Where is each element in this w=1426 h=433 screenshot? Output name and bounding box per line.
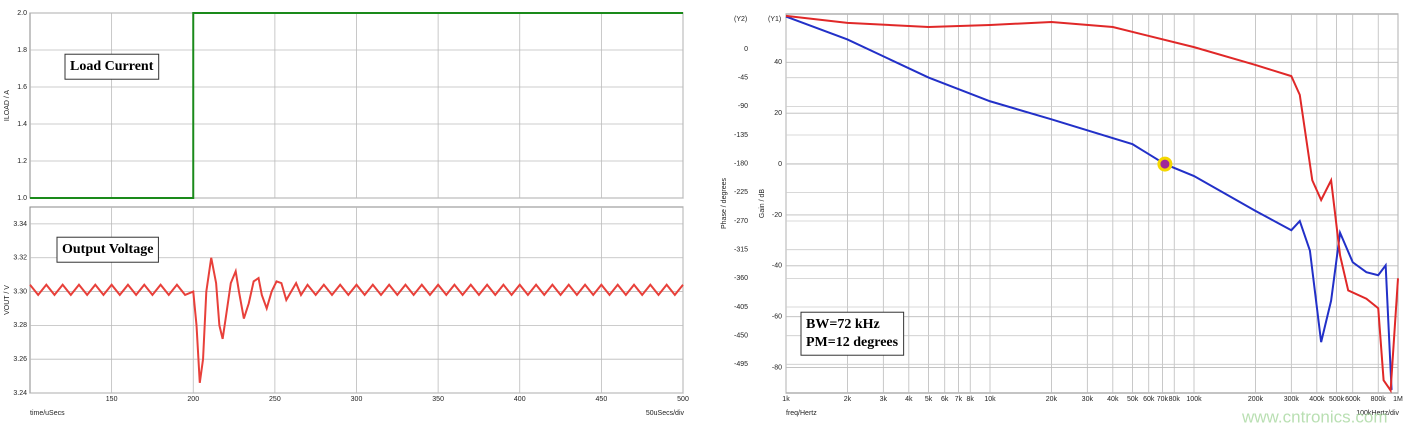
annotation-box: Load Current	[64, 53, 160, 80]
x-tick-label: 80k	[1169, 396, 1181, 403]
x-tick-label: 8k	[967, 396, 975, 403]
x-tick-label: 600k	[1345, 396, 1361, 403]
y2-axis-label: Phase / degrees	[721, 178, 728, 229]
x-tick-label: 7k	[955, 396, 963, 403]
y2-tick-label: -405	[734, 304, 748, 311]
y-axis-label: VOUT / V	[4, 285, 11, 315]
x-tick-label: 20k	[1046, 396, 1058, 403]
y-tick-label: 1.4	[17, 121, 27, 128]
x-tick-label: 400	[514, 396, 526, 403]
x-tick-label: 4k	[905, 396, 913, 403]
x-tick-label: 500k	[1329, 396, 1345, 403]
annotation: BW=72 kHz	[806, 317, 880, 332]
y-tick-label: 3.24	[13, 390, 27, 397]
x-tick-label: 300k	[1284, 396, 1300, 403]
y2-axis-tag: (Y2)	[734, 16, 747, 23]
y-tick-label: -20	[772, 212, 782, 219]
y-tick-label: 20	[774, 110, 782, 117]
y2-tick-label: 0	[744, 46, 748, 53]
x-tick-label: 500	[677, 396, 689, 403]
x-tick-label: 1M	[1393, 396, 1403, 403]
y-axis-label: ILOAD / A	[4, 90, 11, 121]
x-tick-label: 10k	[984, 396, 996, 403]
y2-tick-label: -450	[734, 333, 748, 340]
x-tick-label: 200k	[1248, 396, 1264, 403]
y-tick-label: -60	[772, 314, 782, 321]
x-tick-label: 50k	[1127, 396, 1139, 403]
y2-tick-label: -45	[738, 75, 748, 82]
x-tick-label: 60k	[1143, 396, 1155, 403]
x-tick-label: 70k	[1157, 396, 1169, 403]
series-line	[785, 14, 1399, 394]
x-tick-label: 5k	[925, 396, 933, 403]
y2-tick-label: -180	[734, 161, 748, 168]
watermark: www.cntronics.com	[1241, 407, 1387, 426]
y2-tick-label: -225	[734, 189, 748, 196]
x-tick-label: 250	[269, 396, 281, 403]
y2-tick-label: -360	[734, 275, 748, 282]
y-tick-label: -80	[772, 364, 782, 371]
y-tick-label: 1.6	[17, 84, 27, 91]
x-tick-label: 1k	[782, 396, 790, 403]
annotation-frame	[56, 236, 159, 263]
x-tick-label: 150	[106, 396, 118, 403]
y-tick-label: 3.30	[13, 288, 27, 295]
x-tick-label: 200	[187, 396, 199, 403]
marker	[1157, 156, 1173, 172]
x-tick-label: 30k	[1082, 396, 1094, 403]
y-tick-label: 40	[774, 59, 782, 66]
y-tick-label: -40	[772, 263, 782, 270]
x-tick-label: 2k	[844, 396, 852, 403]
y2-tick-label: -135	[734, 132, 748, 139]
series-line	[30, 12, 683, 199]
y-tick-label: 3.26	[13, 356, 27, 363]
x-tick-label: 400k	[1309, 396, 1325, 403]
y-axis-label: Gain / dB	[759, 189, 766, 219]
x-tick-label: 40k	[1107, 396, 1119, 403]
annotation: PM=12 degrees	[806, 335, 899, 350]
x-axis-label: freq/Hertz	[786, 410, 817, 417]
series-line	[785, 15, 1393, 390]
annotation-frame	[64, 53, 160, 80]
y2-tick-label: -495	[734, 361, 748, 368]
y-tick-label: 2.0	[17, 10, 27, 17]
y2-tick-label: -315	[734, 247, 748, 254]
y-tick-label: 3.34	[13, 221, 27, 228]
y-tick-label: 3.28	[13, 322, 27, 329]
x-axis-label: time/uSecs	[30, 410, 65, 417]
series-line	[29, 257, 684, 383]
x-tick-label: 3k	[880, 396, 888, 403]
annotation-frame	[800, 311, 905, 356]
x-tick-label: 300	[351, 396, 363, 403]
y-tick-label: 1.0	[17, 195, 27, 202]
annotation-box: BW=72 kHz PM=12 degrees	[800, 311, 905, 356]
y2-tick-label: -270	[734, 218, 748, 225]
y-tick-label: 3.32	[13, 255, 27, 262]
x-tick-label: 800k	[1371, 396, 1387, 403]
annotation-box: Output Voltage	[56, 236, 159, 263]
y-tick-label: 1.2	[17, 158, 27, 165]
x-tick-label: 100k	[1186, 396, 1202, 403]
y-tick-label: 0	[778, 161, 782, 168]
x-scale-note: 100kHertz/div	[1356, 410, 1399, 417]
x-tick-label: 6k	[941, 396, 949, 403]
x-tick-label: 350	[432, 396, 444, 403]
annotation: Output Voltage	[62, 242, 153, 257]
y2-tick-label: -90	[738, 103, 748, 110]
y-tick-label: 1.8	[17, 47, 27, 54]
x-scale-note: 50uSecs/div	[646, 410, 685, 417]
annotation: Load Current	[70, 59, 154, 74]
y-axis-tag: (Y1)	[768, 16, 781, 23]
x-tick-label: 450	[596, 396, 608, 403]
